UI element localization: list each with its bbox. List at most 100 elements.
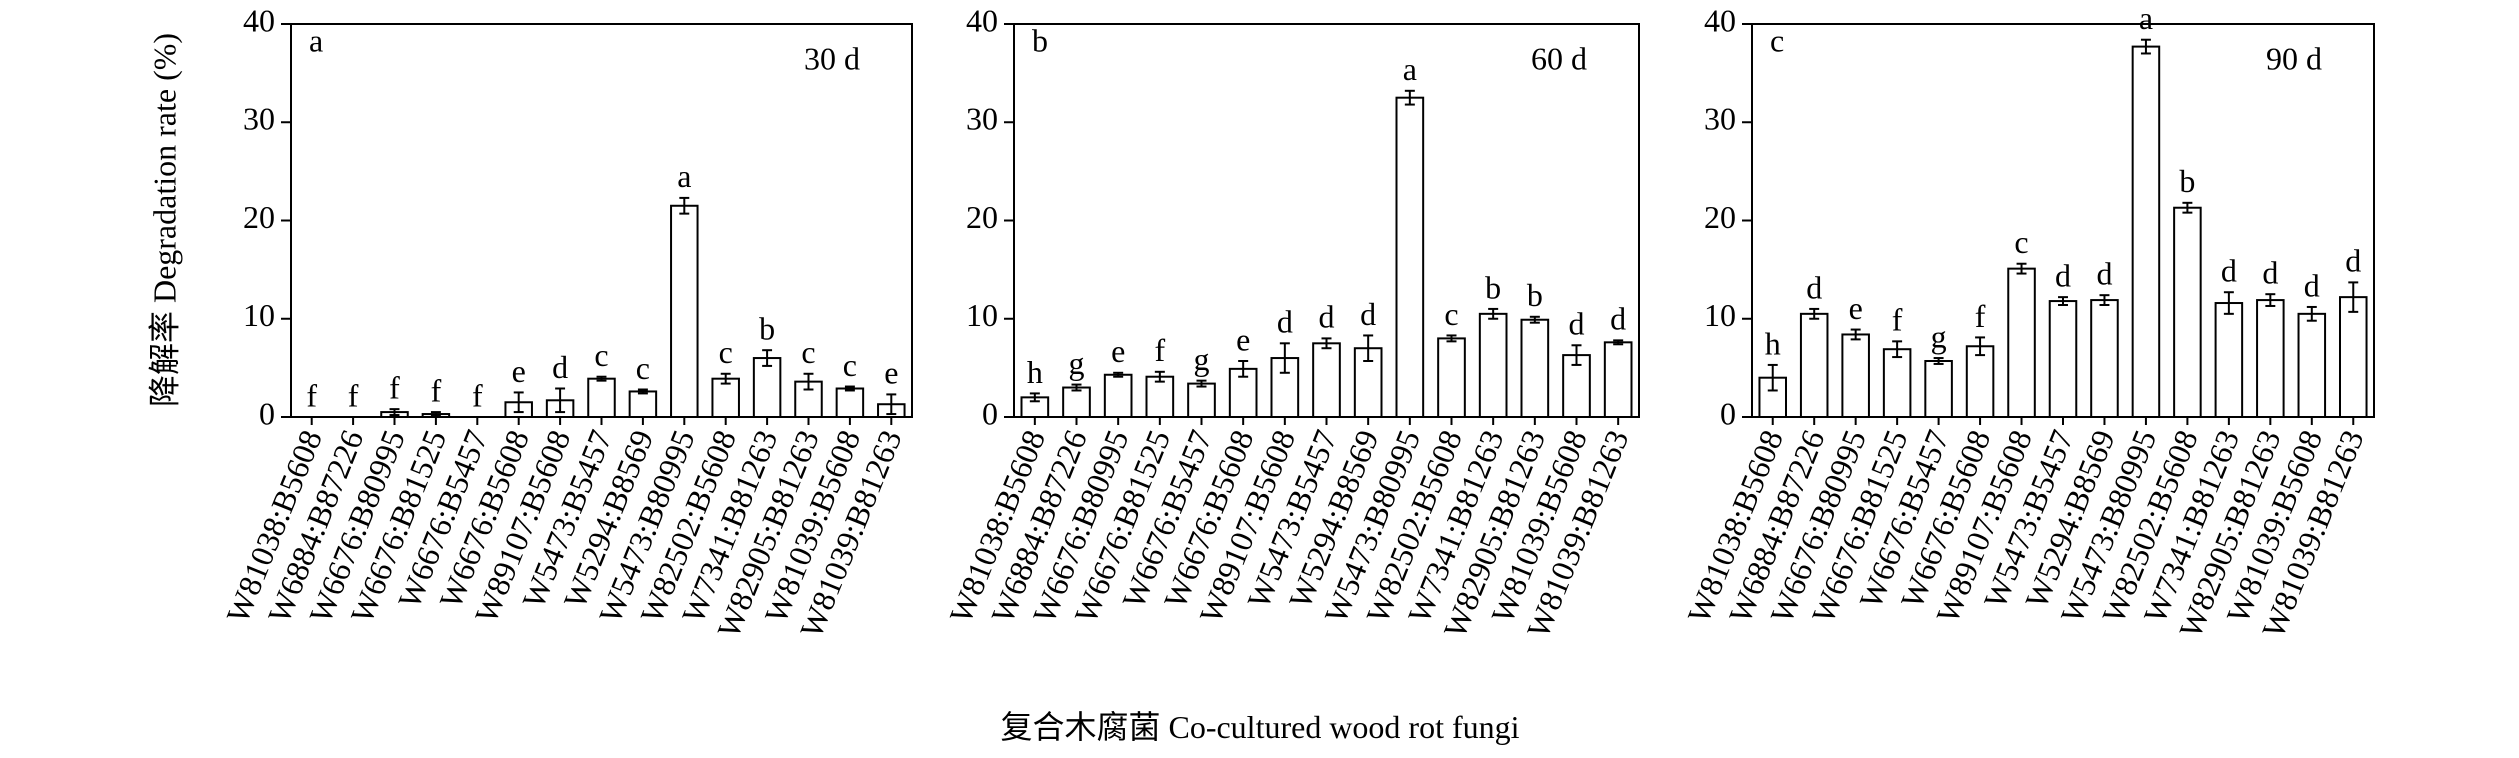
error-bar — [2223, 291, 2234, 315]
significance-label: e — [1111, 333, 1125, 369]
bar — [628, 390, 658, 418]
error-bar — [1113, 371, 1124, 378]
bar — [2007, 267, 2036, 418]
bar — [2214, 302, 2244, 418]
error-bar — [1488, 307, 1499, 320]
bar — [1062, 386, 1091, 418]
significance-label: d — [1277, 304, 1293, 340]
error-bar — [1933, 357, 1944, 365]
bar — [1924, 359, 1953, 418]
error-bar — [2099, 294, 2110, 306]
y-tick-label: 20 — [966, 199, 998, 235]
bar — [2338, 296, 2368, 419]
y-tick-label: 10 — [966, 297, 998, 333]
significance-label: f — [1975, 298, 1986, 334]
error-bar — [389, 408, 400, 417]
error-bar — [844, 385, 855, 392]
error-bar — [637, 388, 648, 395]
error-bar — [2265, 293, 2276, 307]
error-bar — [596, 375, 607, 382]
y-tick-label: 30 — [1704, 101, 1736, 137]
error-bar — [1071, 383, 1082, 392]
bar — [2297, 312, 2327, 418]
significance-label: e — [512, 353, 526, 389]
bar — [2256, 299, 2285, 418]
error-bar — [1892, 340, 1903, 359]
error-bar — [679, 196, 690, 215]
error-bar — [555, 387, 566, 414]
error-bar — [1404, 89, 1415, 106]
error-bar — [1850, 328, 1861, 341]
bar — [2173, 206, 2202, 418]
significance-label: d — [1806, 269, 1822, 305]
error-bar — [1571, 344, 1582, 366]
error-bar — [720, 372, 731, 385]
significance-label: g — [1069, 345, 1085, 381]
bar — [1603, 341, 1633, 418]
significance-label: a — [677, 158, 691, 194]
y-tick-label: 20 — [243, 199, 275, 235]
bar — [1478, 312, 1508, 418]
error-bar — [1809, 307, 1820, 320]
bar — [1841, 333, 1870, 418]
bar — [1312, 342, 1341, 418]
significance-label: c — [636, 350, 650, 386]
error-bar — [1363, 334, 1374, 362]
significance-label: c — [843, 347, 857, 383]
significance-label: a — [2139, 0, 2153, 36]
significance-label: c — [1444, 296, 1458, 332]
bar — [2048, 300, 2078, 418]
bar — [1520, 318, 1550, 419]
panel-label: a — [309, 22, 323, 58]
y-tick-label: 30 — [243, 101, 275, 137]
significance-label: c — [719, 334, 733, 370]
significance-label: d — [2345, 243, 2361, 279]
significance-label: d — [1319, 299, 1335, 335]
error-bar — [2306, 305, 2317, 322]
significance-label: f — [389, 369, 400, 405]
error-bar — [1446, 334, 1457, 343]
panel-label: b — [1032, 22, 1048, 58]
y-tick-label: 0 — [982, 395, 998, 431]
bar — [1437, 337, 1466, 418]
significance-label: e — [1236, 321, 1250, 357]
significance-label: e — [1849, 290, 1863, 326]
x-axis-label: 复合木腐菌 Co-cultured wood rot fungi — [1000, 709, 1519, 745]
error-bar — [1529, 315, 1540, 324]
error-bar — [886, 393, 897, 416]
error-bar — [1196, 379, 1207, 388]
error-bar — [2058, 296, 2068, 306]
significance-label: b — [1485, 269, 1501, 305]
significance-label: c — [594, 337, 608, 373]
significance-label: f — [306, 377, 317, 413]
significance-label: f — [472, 377, 483, 413]
error-bar — [2182, 201, 2193, 214]
error-bar — [762, 349, 773, 367]
y-tick-label: 0 — [259, 395, 275, 431]
y-tick-label: 30 — [966, 101, 998, 137]
significance-label: d — [2262, 255, 2278, 291]
significance-label: d — [552, 349, 568, 385]
bar — [2131, 45, 2161, 418]
error-bar — [1029, 392, 1040, 403]
bar — [2090, 299, 2119, 418]
significance-label: d — [2055, 257, 2071, 293]
annotation: 90 d — [2266, 40, 2322, 76]
bar — [1882, 348, 1912, 418]
significance-label: h — [1765, 325, 1781, 361]
y-axis-label: 降解率 Degradation rate (%) — [146, 33, 182, 407]
error-bar — [2348, 281, 2359, 313]
panel-label: c — [1770, 22, 1784, 58]
error-bar — [1321, 337, 1332, 350]
error-bar — [1975, 336, 1986, 357]
significance-label: h — [1027, 354, 1043, 390]
error-bar — [1238, 359, 1249, 378]
y-tick-label: 10 — [1704, 297, 1736, 333]
bar — [1799, 312, 1829, 418]
error-bar — [2140, 38, 2151, 55]
annotation: 30 d — [804, 40, 860, 76]
significance-label: f — [348, 377, 359, 413]
significance-label: c — [801, 334, 815, 370]
error-bar — [513, 391, 524, 414]
